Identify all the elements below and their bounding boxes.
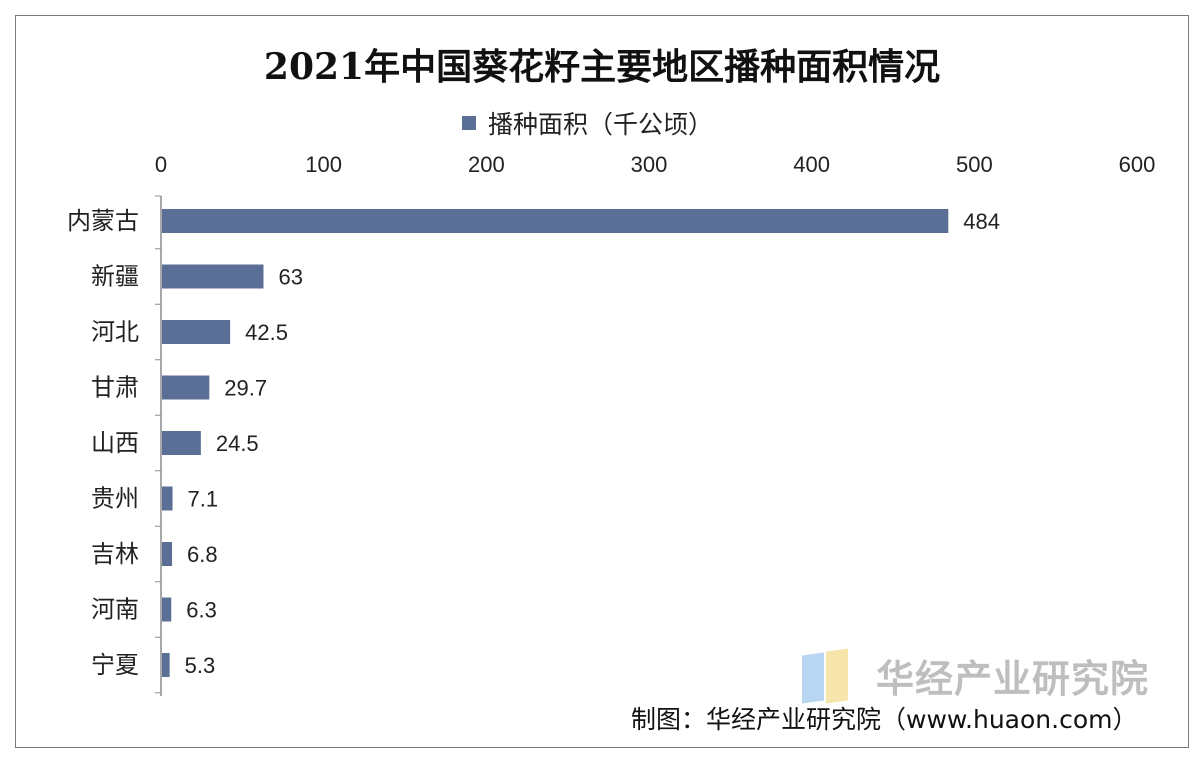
data-label: 7.1 [188, 487, 219, 512]
bar [162, 486, 173, 511]
watermark: 华经产业研究院 [802, 647, 1150, 704]
watermark-logo-icon [802, 647, 864, 704]
bar [162, 264, 264, 289]
x-tick-label: 600 [1119, 152, 1156, 177]
category-label: 贵州 [91, 485, 139, 513]
category-label: 内蒙古 [67, 207, 139, 235]
data-label: 5.3 [185, 653, 216, 678]
category-label: 山西 [91, 429, 139, 457]
legend-label: 播种面积（千公顷） [488, 110, 714, 139]
chart-title: 2021年中国葵花籽主要地区播种面积情况 [263, 46, 941, 88]
category-label: 宁夏 [91, 651, 139, 679]
bar [162, 209, 949, 233]
bar [162, 542, 173, 566]
source-note: 制图：华经产业研究院（www.huaon.com） [631, 705, 1138, 734]
bar [162, 320, 231, 344]
data-label: 24.5 [216, 431, 259, 456]
x-tick-label: 200 [468, 152, 505, 177]
data-label: 6.8 [187, 542, 218, 567]
bar [162, 653, 170, 677]
data-label: 29.7 [224, 376, 267, 401]
x-tick-label: 0 [155, 152, 167, 177]
x-tick-label: 100 [305, 152, 342, 177]
category-label: 吉林 [91, 540, 139, 568]
data-label: 63 [278, 265, 302, 290]
bar [162, 431, 201, 455]
bar [162, 375, 210, 400]
chart-legend: 播种面积（千公顷） [462, 106, 713, 140]
data-label: 484 [963, 209, 1000, 234]
chart-frame [15, 15, 1189, 748]
bar [162, 597, 172, 622]
data-label: 42.5 [245, 320, 288, 345]
x-tick-label: 400 [793, 152, 830, 177]
category-label: 新疆 [91, 263, 139, 291]
category-label: 河南 [91, 596, 139, 624]
x-tick-label: 300 [631, 152, 668, 177]
x-tick-label: 500 [956, 152, 993, 177]
data-label: 6.3 [186, 598, 217, 623]
legend-swatch [462, 116, 476, 130]
watermark-text: 华经产业研究院 [876, 657, 1150, 701]
category-label: 甘肃 [91, 374, 139, 402]
category-label: 河北 [91, 318, 139, 346]
